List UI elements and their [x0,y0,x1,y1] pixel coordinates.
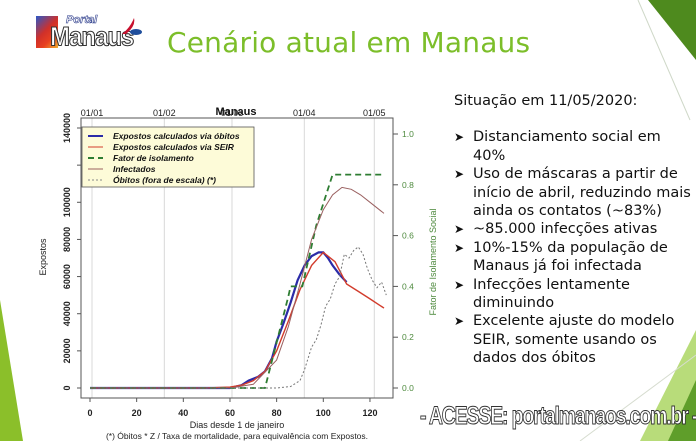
x-axis-label: Dias desde 1 de janeiro [190,420,285,430]
arrowhead-bullet-icon: ➤ [454,222,465,237]
x-tick-label: 60 [225,408,235,418]
arrowhead-bullet-icon: ➤ [454,240,465,255]
slide-title: Cenário atual em Manaus [167,26,531,59]
legend-entry: Expostos calculados via óbitos [113,131,240,141]
y-tick-label: 20000 [62,338,72,363]
side-panel: Situação em 11/05/2020: ➤ Distanciamento … [454,92,694,368]
situation-heading: Situação em 11/05/2020: [454,93,638,109]
y-tick-label: 140000 [62,113,72,143]
logo-mask-graphic [36,16,58,48]
series-line [90,251,348,390]
series-line [90,186,385,389]
date-tick-label: 01/02 [153,108,176,118]
series-line [90,251,385,389]
watermark-link[interactable]: - ACESSE: portalmanaos.com.br - [420,402,696,431]
legend-box [81,126,255,188]
logo-swoosh-icon [122,18,142,35]
bullet-item: ➤ 10%-15% da população de Manaus já foi i… [454,239,668,275]
bullet-item: ➤ Distanciamento social em 40% [454,129,661,164]
x-tick-label: 20 [132,408,142,418]
series-line [90,173,384,389]
legend-entry: Óbitos (fora de escala) (*) [113,174,216,185]
arrowhead-bullet-icon: ➤ [454,314,465,329]
y2-tick-label: 0.8 [402,180,414,190]
legend-entry: Expostos calculados via SEIR [113,142,235,152]
chart-footnote: (*) Óbitos * Z / Taxa de mortalidade, pa… [106,431,368,441]
top-date-axis: 01/01 01/02 01/03 01/04 01/05 [81,108,386,118]
x-tick-label: 100 [316,408,331,418]
y2-tick-label: 0.2 [402,332,414,342]
chart-title: Manaus [216,106,257,118]
y-axis-right: 0.0 0.2 0.4 0.6 0.8 1.0 [393,129,414,393]
x-tick-label: 0 [87,408,92,418]
x-axis: 0 20 40 60 80 100 120 [87,398,377,418]
date-tick-label: 01/01 [81,108,104,118]
y-tick-label: 80000 [62,227,72,252]
y2-axis-label: Fator de Isolamento Social [428,208,438,315]
date-tick-label: 01/03 [221,108,244,118]
bullet-item: ➤ Infecções lentamente diminuindo [454,276,630,312]
logo-portal-text: Portal [66,14,98,27]
arrowhead-bullet-icon: ➤ [454,277,465,292]
y-tick-label: 40000 [62,301,72,326]
x-tick-label: 120 [362,408,377,418]
y2-tick-label: 0.0 [402,383,414,393]
bullet-item: ➤ Uso de máscaras a partir de início de a… [454,166,691,220]
manaus-epidemic-chart: Manaus 01/01 01/02 01/03 01/04 01/05 0 20 40 60… [38,106,438,441]
arrowhead-bullet-icon: ➤ [454,167,465,182]
portal-manaus-logo[interactable]: Portal Manaus [36,14,142,53]
y-tick-label: 0 [62,385,72,390]
y2-tick-label: 1.0 [402,129,414,139]
arrowhead-bullet-icon: ➤ [454,130,465,145]
date-tick-label: 01/05 [363,108,386,118]
logo-manaus-text: Manaus [49,22,134,53]
y-tick-label: 100000 [62,187,72,217]
bullet-item: ➤ Excelente ajuste do modelo SEIR, soment… [454,313,675,367]
series-line [90,246,387,389]
chart-series [90,173,387,390]
x-tick-label: 80 [272,408,282,418]
y-tick-label: 60000 [62,264,72,289]
y-axis-label: Expostos [38,238,48,276]
bullet-list: ➤ Distanciamento social em 40% ➤ Uso de má… [454,128,694,367]
plot-frame [80,117,394,399]
bullet-item: ➤ ~85.000 infecções ativas [454,221,658,238]
y2-tick-label: 0.4 [402,281,414,291]
y-axis-left: 0 20000 40000 60000 80000 100000 140000 [62,113,81,391]
y2-tick-label: 0.6 [402,231,414,241]
x-tick-label: 40 [178,408,188,418]
date-tick-label: 01/04 [293,108,316,118]
legend-entry: Fator de isolamento [113,153,194,163]
legend-entry: Infectados [113,164,156,174]
